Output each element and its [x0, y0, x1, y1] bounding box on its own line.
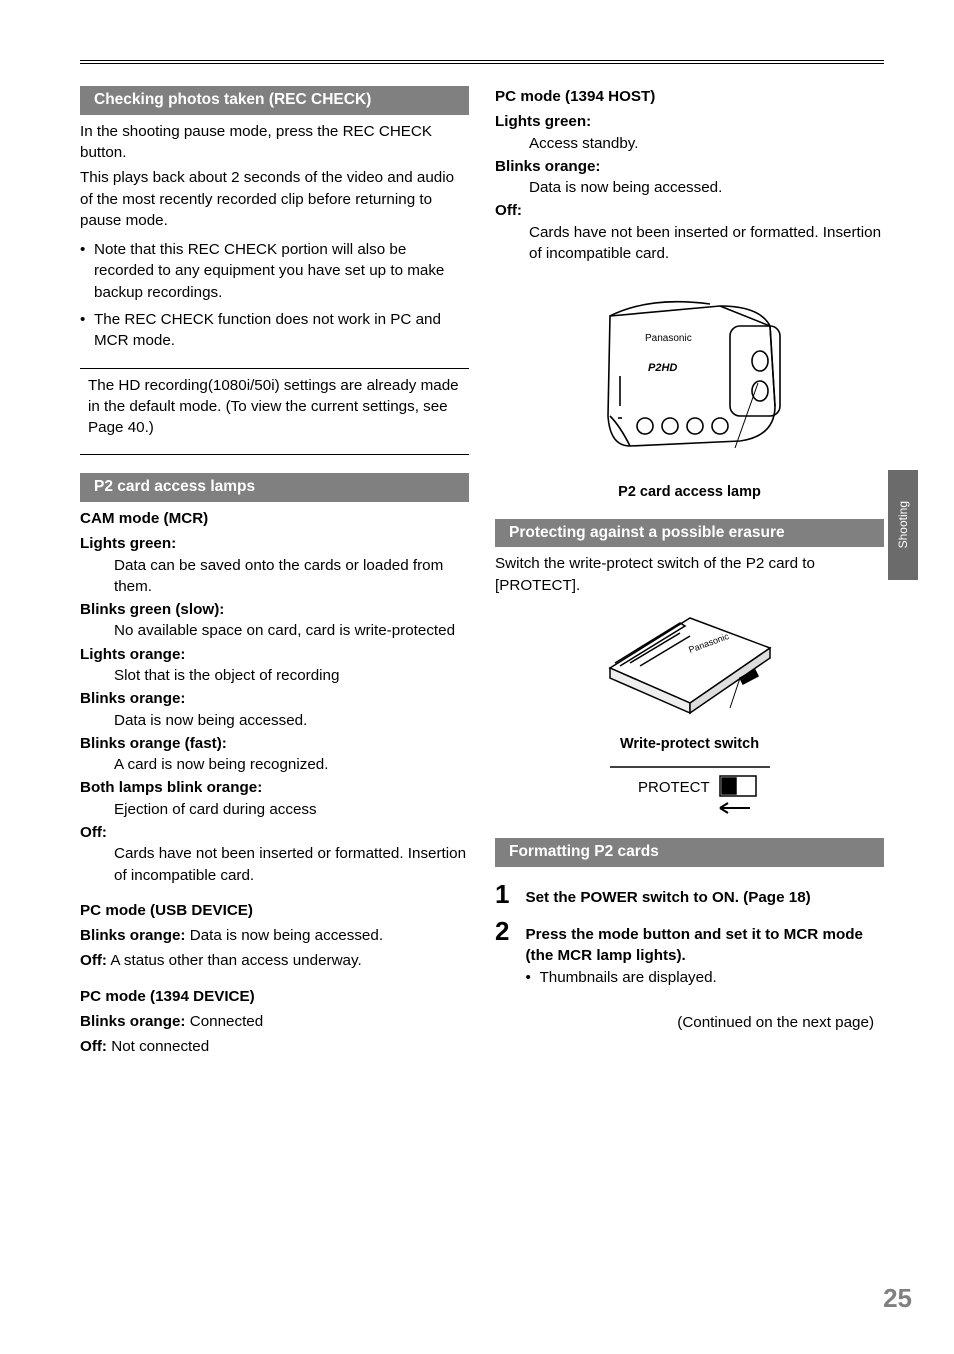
section-heading-access-lamps: P2 card access lamps	[80, 473, 469, 502]
definition: Data can be saved onto the cards or load…	[80, 555, 469, 598]
definition: Data is now being accessed.	[80, 710, 469, 731]
mode-heading: PC mode (USB DEVICE)	[80, 900, 469, 921]
definition: Not connected	[107, 1038, 209, 1055]
note-text: The HD recording(1080i/50i) settings are…	[80, 375, 469, 445]
top-rule	[80, 60, 884, 64]
definition: Cards have not been inserted or formatte…	[80, 843, 469, 886]
step-text: Set the POWER switch to ON. (Page 18)	[525, 881, 810, 908]
divider	[80, 454, 469, 455]
protect-switch-svg-icon: PROTECT	[600, 762, 780, 822]
protect-label: PROTECT	[638, 779, 710, 796]
steps-list: 1 Set the POWER switch to ON. (Page 18) …	[495, 881, 884, 994]
list-item: Note that this REC CHECK portion will al…	[80, 239, 469, 303]
definition: A card is now being recognized.	[80, 754, 469, 775]
inline-definition: Blinks orange: Data is now being accesse…	[80, 925, 469, 946]
inline-definition: Blinks orange: Connected	[80, 1011, 469, 1032]
continued-text: (Continued on the next page)	[495, 1012, 884, 1033]
term: Off:	[495, 200, 884, 221]
term: Blinks orange:	[80, 688, 469, 709]
step-item: 1 Set the POWER switch to ON. (Page 18)	[495, 881, 884, 908]
step-text: Press the mode button and set it to MCR …	[525, 924, 884, 967]
step-number: 1	[495, 881, 509, 907]
mode-heading: PC mode (1394 DEVICE)	[80, 986, 469, 1007]
term: Blinks orange:	[495, 156, 884, 177]
definition: Data is now being accessed.	[186, 927, 384, 944]
section-heading-rec-check: Checking photos taken (REC CHECK)	[80, 86, 469, 115]
paragraph: Switch the write-protect switch of the P…	[495, 553, 884, 596]
definition: Access standby.	[495, 133, 884, 154]
step-number: 2	[495, 918, 509, 944]
figure-caption: Write-protect switch	[620, 734, 759, 754]
term: Lights green:	[80, 533, 469, 554]
camera-svg-icon: Panasonic P2HD	[560, 276, 820, 476]
side-tab-label: Shooting	[895, 501, 912, 548]
term: Off:	[80, 1038, 107, 1055]
definition: Data is now being accessed.	[495, 177, 884, 198]
definition-list: Lights green: Data can be saved onto the…	[80, 533, 469, 886]
camera-illustration: Panasonic P2HD P2 card access lamp	[495, 276, 884, 502]
p2-card-illustration: Panasonic Write-protect switch PROTECT	[495, 608, 884, 822]
left-column: Checking photos taken (REC CHECK) In the…	[80, 86, 469, 1062]
section-heading-formatting: Formatting P2 cards	[495, 838, 884, 867]
figure-caption: P2 card access lamp	[618, 482, 761, 502]
definition: Slot that is the object of recording	[80, 665, 469, 686]
term: Off:	[80, 822, 469, 843]
bullet-list: Note that this REC CHECK portion will al…	[80, 239, 469, 351]
right-column: PC mode (1394 HOST) Lights green: Access…	[495, 86, 884, 1062]
term: Blinks orange (fast):	[80, 733, 469, 754]
inline-definition: Off: Not connected	[80, 1036, 469, 1057]
section-heading-protect: Protecting against a possible erasure	[495, 519, 884, 548]
p2-card-svg-icon: Panasonic	[590, 608, 790, 728]
step-body: Press the mode button and set it to MCR …	[525, 918, 884, 994]
paragraph: In the shooting pause mode, press the RE…	[80, 121, 469, 164]
page-number: 25	[883, 1280, 912, 1316]
inline-definition: Off: A status other than access underway…	[80, 950, 469, 971]
list-item: The REC CHECK function does not work in …	[80, 309, 469, 352]
svg-text:P2HD: P2HD	[648, 362, 677, 374]
term: Blinks orange:	[80, 1013, 186, 1030]
list-item: Thumbnails are displayed.	[525, 967, 884, 988]
term: Lights green:	[495, 111, 884, 132]
definition: Cards have not been inserted or formatte…	[495, 222, 884, 265]
definition: Connected	[186, 1013, 264, 1030]
definition-list: Lights green: Access standby. Blinks ora…	[495, 111, 884, 264]
term: Both lamps blink orange:	[80, 777, 469, 798]
two-column-layout: Checking photos taken (REC CHECK) In the…	[80, 86, 884, 1062]
term: Lights orange:	[80, 644, 469, 665]
mode-heading: PC mode (1394 HOST)	[495, 86, 884, 107]
term: Blinks green (slow):	[80, 599, 469, 620]
svg-text:Panasonic: Panasonic	[645, 333, 692, 344]
divider	[80, 368, 469, 369]
definition: A status other than access underway.	[107, 952, 362, 969]
step-item: 2 Press the mode button and set it to MC…	[495, 918, 884, 994]
definition: Ejection of card during access	[80, 799, 469, 820]
mode-heading: CAM mode (MCR)	[80, 508, 469, 529]
definition: No available space on card, card is writ…	[80, 620, 469, 641]
term: Off:	[80, 952, 107, 969]
paragraph: This plays back about 2 seconds of the v…	[80, 167, 469, 231]
bullet-list: Thumbnails are displayed.	[525, 967, 884, 988]
term: Blinks orange:	[80, 927, 186, 944]
side-tab: Shooting	[888, 470, 918, 580]
